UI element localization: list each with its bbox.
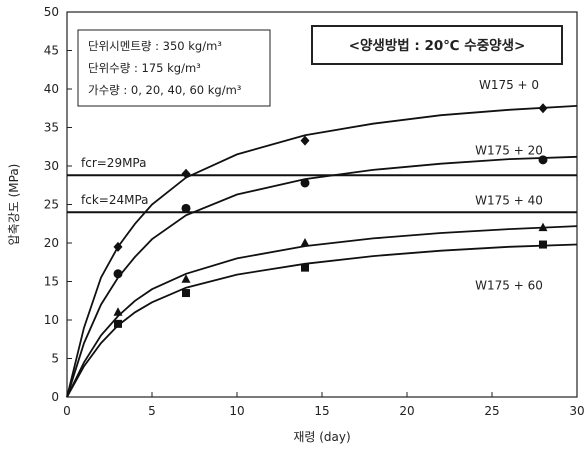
data-point-diamond [538,103,548,114]
reference-line-label: fck=24MPa [81,193,149,207]
data-point-square [182,289,190,298]
data-point-circle [113,269,123,279]
series-label: W175 + 0 [479,78,539,92]
y-tick-label: 25 [44,198,59,212]
y-tick-label: 20 [44,236,59,250]
y-tick-label: 15 [44,275,59,289]
x-tick-label: 30 [569,404,584,418]
y-tick-label: 0 [51,390,59,404]
x-axis-title: 재령 (day) [293,430,350,444]
data-point-triangle [181,274,191,283]
plot-layer: 0 5 10 15 20 25 30 0 5 10 15 20 25 30 35 40 45 50 재령 (day)… [7,5,585,444]
data-point-square [114,319,122,328]
data-point-diamond [300,135,310,146]
curing-method-box: <양생방법 : 20℃ 수중양생> [311,25,563,65]
y-tick-label: 40 [44,82,59,96]
data-point-circle [300,178,310,188]
info-line-added-water: 가수량 : 0, 20, 40, 60 kg/m³ [88,83,242,97]
series-label: W175 + 20 [475,144,543,158]
data-point-diamond [181,168,191,179]
y-tick-label: 35 [44,121,59,135]
data-point-triangle [300,238,310,247]
y-tick-label: 30 [44,159,59,173]
data-point-triangle [113,307,123,316]
x-tick-label: 20 [399,404,414,418]
info-line-water: 단위수량 : 175 kg/m³ [88,61,201,75]
data-point-square [539,240,547,249]
series-line [66,225,578,398]
data-point-square [301,263,309,272]
reference-line-label: fcr=29MPa [81,156,146,170]
chart-title: <양생방법 : 20℃ 수중양생> [349,37,526,54]
data-point-triangle [538,222,548,232]
mix-info-box: 단위시멘트량 : 350 kg/m³ 단위수량 : 175 kg/m³ 가수량 … [77,29,271,107]
x-tick-label: 5 [148,404,156,418]
data-point-diamond [113,241,123,252]
series-label: W175 + 40 [475,194,543,208]
series-label: W175 + 60 [475,278,543,292]
x-tick-label: 0 [63,404,71,418]
series-line [66,155,578,398]
y-tick-label: 50 [44,5,59,19]
title-box-frame [311,25,563,65]
y-tick-label: 5 [51,352,59,366]
data-point-circle [181,203,191,213]
y-axis-title: 압축강도 (MPa) [7,164,21,246]
series-line [66,243,578,398]
x-tick-label: 25 [484,404,499,418]
y-tick-label: 10 [44,313,59,327]
data-point-circle [538,155,548,165]
info-line-cement: 단위시멘트량 : 350 kg/m³ [88,39,222,53]
x-tick-label: 10 [229,404,244,418]
info-box-frame [77,29,271,107]
y-tick-label: 45 [44,44,59,58]
x-tick-label: 15 [314,404,329,418]
